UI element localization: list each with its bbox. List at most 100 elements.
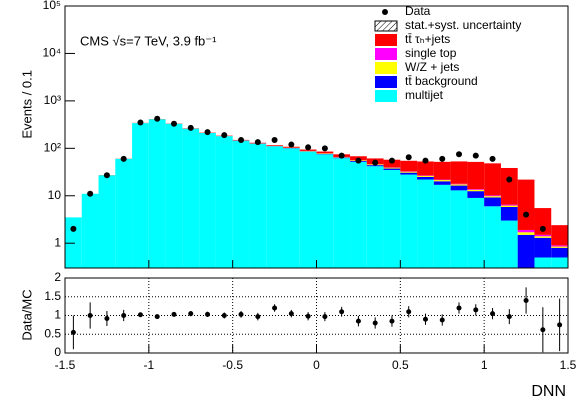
- ratio-point: [406, 309, 412, 315]
- hist-bar: [165, 123, 183, 268]
- hist-bar: [266, 146, 283, 268]
- hist-bar: [450, 190, 468, 268]
- hist-bar: [484, 195, 501, 197]
- hist-bar: [450, 184, 468, 186]
- hist-bar: [417, 179, 434, 268]
- data-point: [305, 144, 312, 151]
- data-point: [321, 145, 328, 152]
- hist-bar: [433, 181, 451, 185]
- ratio-tick-label: 1.5: [44, 289, 61, 303]
- x-tick-label: -0.5: [222, 358, 243, 372]
- data-point: [523, 211, 530, 218]
- hist-bar: [534, 236, 552, 238]
- data-point: [439, 155, 446, 162]
- legend-label: W/Z + jets: [405, 60, 459, 74]
- hist-bar: [366, 166, 384, 268]
- hist-bar: [132, 123, 149, 268]
- hist-bar: [383, 167, 401, 169]
- hist-bar: [65, 217, 82, 268]
- hist-bar: [551, 247, 568, 258]
- ratio-point: [87, 313, 93, 318]
- hist-bar: [467, 189, 485, 192]
- hist-bar: [450, 161, 468, 184]
- hist-bar: [182, 128, 200, 268]
- data-point: [170, 120, 177, 127]
- hist-bar: [467, 197, 485, 268]
- data-point: [422, 157, 429, 164]
- hist-bar: [215, 136, 233, 268]
- hist-bar: [500, 206, 518, 221]
- ratio-frame: [64, 277, 569, 354]
- ratio-point: [439, 317, 445, 323]
- hist-bar: [517, 229, 535, 233]
- hist-bar: [366, 165, 384, 167]
- hist-bar: [467, 189, 485, 190]
- data-point: [456, 151, 463, 158]
- data-point: [405, 154, 412, 161]
- hist-bar: [450, 185, 468, 191]
- ratio-point: [389, 318, 395, 324]
- hist-bar: [199, 133, 216, 268]
- x-tick-label: 1.5: [560, 358, 577, 372]
- data-point: [489, 155, 496, 162]
- ratio-tick-label: 0.5: [44, 326, 61, 340]
- legend-label: stat.+syst. uncertainty: [405, 18, 521, 32]
- hist-bar: [484, 196, 501, 198]
- data-point: [103, 172, 110, 179]
- hist-bar: [417, 175, 434, 177]
- data-point: [355, 157, 362, 164]
- hist-bar: [316, 154, 334, 268]
- legend-swatch: [375, 62, 397, 74]
- legend-label: multijet: [405, 88, 444, 102]
- data-point: [472, 152, 479, 159]
- ratio-tick-label: 0: [54, 345, 61, 359]
- hist-bar: [400, 160, 418, 172]
- data-point: [288, 141, 295, 148]
- hist-bar: [433, 180, 451, 182]
- hist-bar: [333, 158, 351, 268]
- ratio-point: [272, 305, 278, 311]
- ratio-tick-label: 1: [54, 308, 61, 322]
- hist-bar: [500, 220, 518, 268]
- hist-bar: [484, 206, 501, 268]
- hist-bar: [517, 179, 535, 230]
- ratio-point: [188, 311, 194, 317]
- hist-bar: [517, 232, 535, 235]
- legend-swatch: [375, 48, 397, 60]
- hist-bar: [467, 161, 485, 190]
- hist-bar: [400, 174, 418, 268]
- y-axis-label: Events / 0.1: [19, 70, 34, 139]
- x-axis-label: DNN: [531, 383, 566, 400]
- hist-bar: [400, 172, 418, 175]
- ratio-point: [238, 311, 244, 317]
- legend-label: Data: [405, 4, 431, 18]
- ratio-point: [104, 316, 110, 321]
- hist-bar: [551, 225, 568, 246]
- hist-bar: [551, 245, 568, 247]
- hist-bar: [383, 169, 401, 268]
- ratio-point: [221, 313, 227, 318]
- data-point: [271, 136, 278, 143]
- data-point: [372, 159, 379, 166]
- legend-swatch: [375, 76, 397, 88]
- hist-bar: [517, 234, 535, 268]
- ratio-point: [171, 311, 177, 317]
- hist-bar: [417, 161, 434, 176]
- y-tick-label: 10⁴: [42, 46, 61, 60]
- ratio-point: [422, 316, 428, 322]
- legend-marker: [382, 9, 388, 15]
- hist-bar: [534, 234, 552, 237]
- data-point: [388, 157, 395, 164]
- hist-bar: [81, 193, 99, 268]
- data-point: [254, 139, 261, 146]
- hist-bar: [98, 175, 116, 268]
- ratio-point: [557, 322, 563, 328]
- ratio-point: [70, 329, 76, 335]
- hist-bar: [534, 237, 552, 258]
- hist-bar: [316, 151, 334, 154]
- hist-bar: [534, 208, 552, 235]
- ratio-point: [540, 327, 546, 333]
- data-point: [120, 155, 127, 162]
- x-tick-label: 0: [313, 358, 320, 372]
- data-point: [539, 225, 546, 232]
